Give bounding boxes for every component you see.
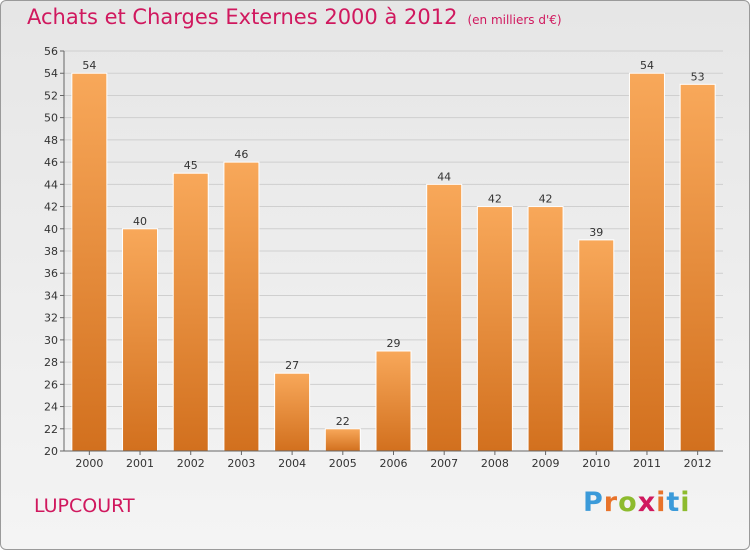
data-label: 39: [589, 226, 603, 239]
data-label: 46: [234, 148, 248, 161]
data-label: 29: [387, 337, 401, 350]
x-tick-label: 2001: [126, 457, 154, 470]
logo-letter: P: [583, 487, 604, 518]
y-tick-label: 28: [44, 356, 58, 369]
x-tick-label: 2008: [481, 457, 509, 470]
logo-letter: t: [666, 487, 681, 518]
bar: [172, 172, 209, 452]
x-tick-label: 2004: [278, 457, 306, 470]
data-label: 44: [437, 170, 451, 183]
x-tick-label: 2011: [633, 457, 661, 470]
data-label: 45: [184, 159, 198, 172]
bar: [578, 239, 615, 452]
y-tick-label: 44: [44, 178, 58, 191]
x-tick-label: 2002: [177, 457, 205, 470]
axes: [63, 51, 723, 452]
logo-letter: x: [637, 487, 657, 518]
x-tick-label: 2003: [227, 457, 255, 470]
bar: [476, 206, 513, 452]
bar: [122, 228, 159, 452]
y-axis-ticks: 20 22 24 26 28 30 32 34 36 38 40 42 44 46 48 50 52 54 56: [44, 45, 64, 458]
x-tick-label: 2006: [380, 457, 408, 470]
x-tick-label: 2007: [430, 457, 458, 470]
proxiti-logo: Proxiti: [583, 487, 691, 518]
y-tick-label: 34: [44, 289, 58, 302]
chart-subtitle: (en milliers d'€): [467, 13, 562, 27]
x-tick-label: 2000: [75, 457, 103, 470]
data-label: 54: [82, 59, 96, 72]
bar: [679, 83, 716, 452]
data-labels: 54 40 45 46 27 22 29 44 42 42 39 54 53: [82, 59, 704, 428]
bars: [71, 72, 716, 452]
x-tick-label: 2009: [532, 457, 560, 470]
x-tick-label: 2012: [684, 457, 712, 470]
logo-letter: i: [656, 487, 667, 518]
data-label: 54: [640, 59, 654, 72]
bar: [628, 72, 665, 452]
y-tick-label: 32: [44, 312, 58, 325]
logo-letter: r: [603, 487, 619, 518]
bar: [274, 372, 311, 452]
logo-letter: o: [618, 487, 638, 518]
x-tick-label: 2010: [582, 457, 610, 470]
y-tick-label: 40: [44, 223, 58, 236]
y-tick-label: 54: [44, 67, 58, 80]
bar: [324, 428, 361, 452]
x-axis-ticks: 2000 2001 2002 2003 2004 2005 2006 2007 2008 2009…: [75, 451, 712, 470]
data-label: 42: [539, 193, 553, 206]
y-tick-label: 56: [44, 45, 58, 58]
y-tick-label: 52: [44, 89, 58, 102]
y-tick-label: 38: [44, 245, 58, 258]
x-tick-label: 2005: [329, 457, 357, 470]
y-tick-label: 22: [44, 423, 58, 436]
y-tick-label: 48: [44, 134, 58, 147]
bar: [71, 72, 108, 452]
logo-letter: i: [680, 487, 691, 518]
commune-name: LUPCOURT: [34, 495, 135, 517]
y-tick-label: 42: [44, 201, 58, 214]
chart-title: Achats et Charges Externes 2000 à 2012: [27, 5, 458, 29]
y-tick-label: 20: [44, 445, 58, 458]
data-label: 27: [285, 359, 299, 372]
y-tick-label: 36: [44, 267, 58, 280]
y-tick-label: 46: [44, 156, 58, 169]
data-label: 22: [336, 415, 350, 428]
y-tick-label: 26: [44, 378, 58, 391]
title-row: Achats et Charges Externes 2000 à 2012 (e…: [27, 5, 562, 29]
bar: [375, 350, 412, 452]
bar: [527, 206, 564, 452]
bar: [223, 161, 260, 452]
data-label: 53: [691, 70, 705, 83]
data-label: 40: [133, 215, 147, 228]
data-label: 42: [488, 193, 502, 206]
y-tick-label: 30: [44, 334, 58, 347]
bar: [426, 183, 463, 452]
y-tick-label: 50: [44, 112, 58, 125]
y-tick-label: 24: [44, 401, 58, 414]
